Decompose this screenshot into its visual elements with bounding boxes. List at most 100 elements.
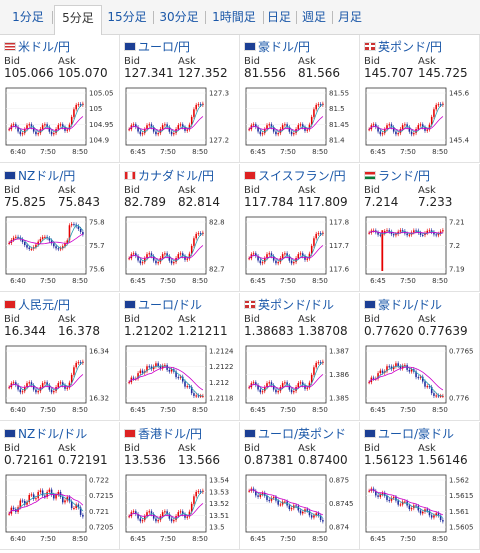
candle-body xyxy=(75,362,77,368)
candle-body xyxy=(139,518,142,522)
currency-pair-link[interactable]: ランド/円 xyxy=(378,168,431,183)
candle-body xyxy=(417,377,420,379)
candle-body xyxy=(415,230,417,232)
rate-card[interactable]: ユーロ/豪ドル Bid Ask 1.56123 1.56146 1.562 1.5615 1.… xyxy=(360,422,480,550)
currency-pair-link[interactable]: 米ドル/円 xyxy=(18,39,71,54)
candlestick-chart[interactable]: 145.6 145.4 6:45 7:50 8:50 xyxy=(360,83,480,163)
ma-long-line xyxy=(128,366,204,391)
candle-body xyxy=(368,232,370,234)
candle-body xyxy=(12,507,15,510)
rate-card[interactable]: NZドル/ドル Bid Ask 0.72161 0.72191 0.722 0.7215 0.… xyxy=(0,422,120,550)
rate-card[interactable]: 豪ドル/円 Bid Ask 81.556 81.566 81.55 81.5 81.45 81.… xyxy=(240,35,360,163)
rate-card[interactable]: 米ドル/円 Bid Ask 105.066 105.070 105.05 105 104.95… xyxy=(0,35,120,163)
candle-body xyxy=(181,253,184,257)
tab-weekly[interactable]: 週足 xyxy=(301,10,326,24)
candlestick-chart[interactable]: 82.8 82.7 6:45 7:50 8:50 xyxy=(120,212,240,292)
candle-body xyxy=(313,238,315,246)
candlestick-chart[interactable]: 127.3 127.2 6:45 7:50 8:50 xyxy=(120,83,240,163)
candlestick-chart[interactable]: 0.875 0.8745 0.874 6:45 7:50 8:50 xyxy=(240,470,360,550)
rate-card[interactable]: ユーロ/円 Bid Ask 127.341 127.352 127.3 127.2 6:45 7… xyxy=(120,35,240,163)
candle-body xyxy=(377,373,379,379)
plot-frame xyxy=(125,87,207,146)
y-tick-label: 13.53 xyxy=(209,488,229,496)
candle-body xyxy=(368,382,370,384)
x-tick-label: 8:50 xyxy=(72,535,88,543)
currency-pair-link[interactable]: カナダドル/円 xyxy=(138,168,215,183)
candlestick-chart[interactable]: 0.7765 0.776 6:45 7:50 8:50 xyxy=(360,341,480,421)
candle-body xyxy=(270,497,273,501)
currency-pair-link[interactable]: NZドル/ドル xyxy=(18,426,88,441)
candle-body xyxy=(82,231,84,235)
candle-body xyxy=(53,494,55,499)
currency-pair-link[interactable]: 豪ドル/ドル xyxy=(378,297,443,312)
candlestick-chart[interactable]: 16.34 16.32 6:40 7:50 8:50 xyxy=(0,341,120,421)
candle-body xyxy=(141,133,144,135)
candle-body xyxy=(19,389,22,393)
candlestick-chart[interactable]: 105.05 105 104.95 104.9 6:40 7:50 8:50 xyxy=(0,83,120,163)
ask-value: 0.87400 xyxy=(298,453,348,467)
candlestick-chart[interactable]: 117.8 117.7 117.6 6:45 7:50 8:50 xyxy=(240,212,360,292)
candlestick-chart[interactable]: 75.8 75.7 75.6 6:40 7:50 8:50 xyxy=(0,212,120,292)
candle-body xyxy=(386,230,388,232)
candlestick-chart[interactable]: 13.54 13.53 13.52 13.51 13.5 6:45 7:50 8:50 xyxy=(120,470,240,550)
rate-card[interactable]: ランド/円 Bid Ask 7.214 7.233 7.21 7.2 7.19 6:45 7:50… xyxy=(360,164,480,292)
tab-5min[interactable]: 5分足 xyxy=(54,5,102,35)
currency-pair-link[interactable]: ユーロ/ドル xyxy=(138,297,203,312)
candle-body xyxy=(315,513,317,516)
currency-pair-link[interactable]: ユーロ/英ポンド xyxy=(258,426,347,441)
tab-15min[interactable]: 15分足 xyxy=(107,10,147,24)
rate-card[interactable]: カナダドル/円 Bid Ask 82.789 82.814 82.8 82.7 6:45 7:5… xyxy=(120,164,240,292)
currency-pair-link[interactable]: 人民元/円 xyxy=(18,297,71,312)
candlestick-chart[interactable]: 7.21 7.2 7.19 6:45 7:50 8:50 xyxy=(360,212,480,292)
currency-pair-link[interactable]: 豪ドル/円 xyxy=(258,39,311,54)
candle-body xyxy=(301,382,304,386)
candle-body xyxy=(155,260,157,264)
rate-card[interactable]: 香港ドル/円 Bid Ask 13.536 13.566 13.54 13.53 13.52 1… xyxy=(120,422,240,550)
candle-body xyxy=(44,124,46,126)
x-tick-label: 6:45 xyxy=(250,148,266,156)
rate-card[interactable]: スイスフラン/円 Bid Ask 117.784 117.809 117.8 117.7 11… xyxy=(240,164,360,292)
currency-pair-link[interactable]: 香港ドル/円 xyxy=(138,426,203,441)
candle-body xyxy=(32,385,35,390)
x-tick-label: 7:50 xyxy=(160,406,176,414)
tab-daily[interactable]: 日足 xyxy=(266,10,291,24)
rate-card[interactable]: ユーロ/英ポンド Bid Ask 0.87381 0.87400 0.875 0.8745 0… xyxy=(240,422,360,550)
candlestick-chart[interactable]: 0.722 0.7215 0.721 0.7205 6:40 7:50 8:50 xyxy=(0,470,120,550)
rate-card[interactable]: 英ポンド/ドル Bid Ask 1.38683 1.38708 1.387 1.386 1.3… xyxy=(240,293,360,421)
rate-card[interactable]: 人民元/円 Bid Ask 16.344 16.378 16.34 16.32 6:40 7:5… xyxy=(0,293,120,421)
y-tick-label: 0.7765 xyxy=(449,348,474,356)
currency-pair-link[interactable]: ユーロ/豪ドル xyxy=(378,426,455,441)
au-flag-icon xyxy=(364,299,376,309)
candle-body xyxy=(141,262,144,264)
candle-body xyxy=(255,253,257,257)
rate-card[interactable]: ユーロ/ドル Bid Ask 1.21202 1.21211 1.2124 1.2122 1.… xyxy=(120,293,240,421)
candlestick-chart[interactable]: 1.387 1.386 1.385 6:45 7:50 8:50 xyxy=(240,341,360,421)
candlestick-chart[interactable]: 1.562 1.5615 1.561 1.5605 6:45 7:50 8:50 xyxy=(360,470,480,550)
candle-body xyxy=(161,365,164,369)
candlestick-chart[interactable]: 81.55 81.5 81.45 81.4 6:45 7:50 8:50 xyxy=(240,83,360,163)
currency-pair-link[interactable]: ユーロ/円 xyxy=(138,39,191,54)
candle-body xyxy=(379,370,382,374)
candle-body xyxy=(195,491,197,497)
currency-pair-link[interactable]: 英ポンド/円 xyxy=(378,39,443,54)
tab-1min[interactable]: 1分足 xyxy=(12,10,44,24)
tab-30min[interactable]: 30分足 xyxy=(159,10,199,24)
candle-body xyxy=(46,491,48,498)
candle-body xyxy=(137,127,139,132)
candle-body xyxy=(197,104,200,106)
tab-divider xyxy=(153,11,154,24)
rate-card[interactable]: 豪ドル/ドル Bid Ask 0.77620 0.77639 0.7765 0.776 6:4… xyxy=(360,293,480,421)
rate-card[interactable]: 英ポンド/円 Bid Ask 145.707 145.725 145.6 145.4 6:45… xyxy=(360,35,480,163)
currency-pair-link[interactable]: NZドル/円 xyxy=(18,168,76,183)
currency-pair-link[interactable]: スイスフラン/円 xyxy=(258,168,346,183)
candlestick-chart[interactable]: 1.2124 1.2122 1.212 1.2118 6:45 7:50 8:50 xyxy=(120,341,240,421)
tab-monthly[interactable]: 月足 xyxy=(337,10,362,24)
rate-card[interactable]: NZドル/円 Bid Ask 75.825 75.843 75.8 75.7 75.6 6:40… xyxy=(0,164,120,292)
gb-flag-icon xyxy=(244,299,256,309)
tab-1hour[interactable]: 1時間足 xyxy=(212,10,256,24)
currency-pair-link[interactable]: 英ポンド/ドル xyxy=(258,297,335,312)
candle-body xyxy=(401,125,404,130)
candle-body xyxy=(261,492,264,495)
candle-body xyxy=(35,131,37,135)
candle-body xyxy=(319,233,322,235)
